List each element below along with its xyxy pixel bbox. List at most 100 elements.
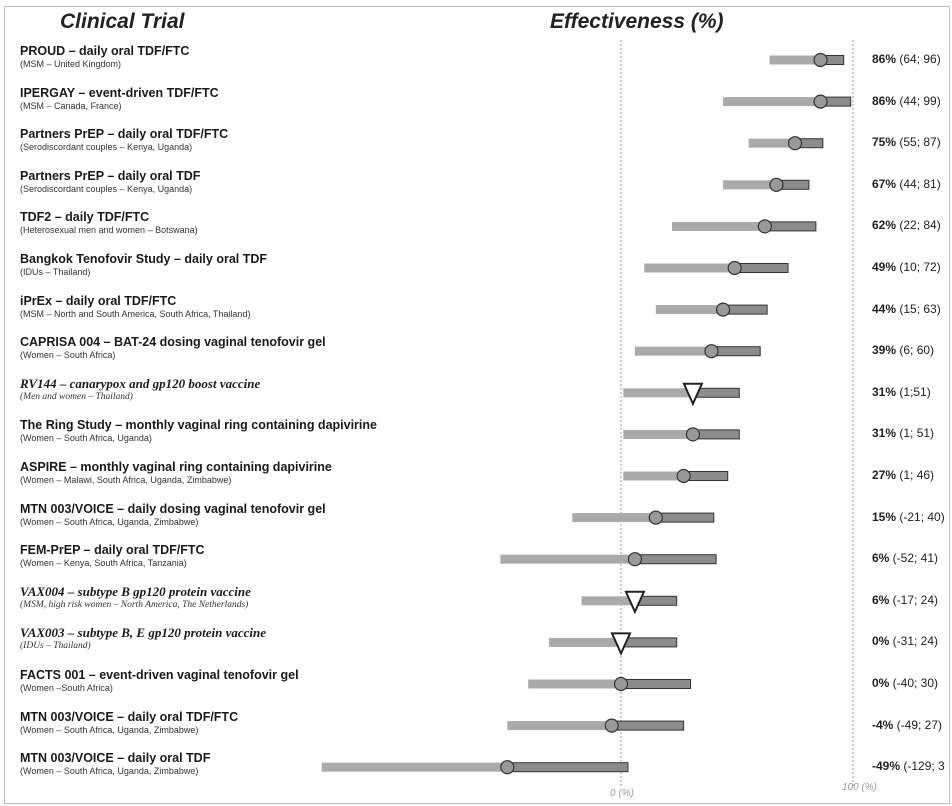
ci-bar-upper [506,762,629,773]
effectiveness-value: 0% [872,634,890,649]
confidence-interval: (-52; 41) [889,551,939,566]
trial-row: VAX003 – subtype B, E gp120 protein vacc… [20,626,266,652]
estimate-circle-marker [613,676,629,692]
trial-name: PROUD – daily oral TDF/FTC [20,44,190,58]
effectiveness-value: 86% [872,93,897,108]
effectiveness-value: 6% [872,551,890,566]
effectiveness-label: 86% (64; 96) [872,52,941,66]
trial-name: The Ring Study – monthly vaginal ring co… [20,418,377,433]
confidence-interval: (10; 72) [896,260,941,274]
confidence-interval: (1; 46) [896,468,935,482]
estimate-circle-marker [627,552,643,567]
confidence-interval: (-49; 27) [893,717,943,732]
trial-row: RV144 – canarypox and gp120 boost vaccin… [20,376,260,403]
effectiveness-value: 27% [872,468,897,482]
trial-row: CAPRISA 004 – BAT-24 dosing vaginal teno… [20,335,326,361]
effectiveness-label: 39% (6; 60) [872,343,934,357]
trial-row: FACTS 001 – event-driven vaginal tenofov… [20,668,299,694]
ci-bar-lower [572,513,656,523]
estimate-circle-marker [685,427,701,442]
effectiveness-value: 15% [872,509,897,524]
ci-bar-lower [507,721,612,731]
confidence-interval: (-31; 24) [889,634,939,649]
estimate-triangle-marker [682,382,704,407]
effectiveness-label: 31% (1; 51) [872,426,934,440]
trial-population: (Men and women – Thailand) [20,391,133,402]
effectiveness-label: 15% (-21; 40) [872,510,945,524]
ci-bar-lower [623,429,693,439]
trial-row: FEM-PrEP – daily oral TDF/FTC (Women – Ke… [20,543,205,569]
trial-row: iPrEx – daily oral TDF/FTC (MSM – North a… [20,294,250,320]
ci-bar-upper [710,346,761,357]
trial-population: (Heterosexual men and women – Botswana) [20,225,198,236]
trial-name: Partners PrEP – daily oral TDF/FTC [20,127,229,142]
estimate-triangle-marker [624,590,646,615]
trial-name: VAX003 – subtype B, E gp120 protein vacc… [20,625,267,641]
estimate-circle-marker [769,177,784,192]
effectiveness-label: -4% (-49; 27) [872,718,942,732]
confidence-interval: (44; 81) [896,176,941,191]
estimate-circle-marker [500,760,515,775]
estimate-circle-marker [727,260,742,276]
confidence-interval: (6; 60) [896,343,935,358]
x-axis-zero-label: 0 (%) [610,788,634,799]
trial-population: (Women –South Africa) [20,683,113,693]
trial-name: MTN 003/VOICE – daily oral TDF [20,751,211,766]
ci-bar-lower [723,97,821,107]
estimate-circle-marker [813,52,828,68]
effectiveness-value: 62% [872,218,897,233]
trial-name: ASPIRE – monthly vaginal ring containing… [20,460,332,474]
ci-bar-upper [620,637,678,648]
trial-name: TDF2 – daily TDF/FTC [20,210,150,225]
trial-row: IPERGAY – event-driven TDF/FTC (MSM – Can… [20,86,219,112]
confidence-interval: (22; 84) [896,218,941,233]
effectiveness-label: 49% (10; 72) [872,260,941,274]
trial-row: Partners PrEP – daily oral TDF/FTC (Serod… [20,127,228,153]
trial-name: CAPRISA 004 – BAT-24 dosing vaginal teno… [20,335,326,350]
trial-name: Partners PrEP – daily oral TDF [20,168,201,183]
ci-bar-lower [672,221,765,231]
trial-row: Partners PrEP – daily oral TDF (Serodisco… [20,169,200,195]
confidence-interval: (-21; 40) [896,509,945,524]
trial-population: (Women – South Africa, Uganda, Zimbabwe) [20,516,199,527]
trial-row: The Ring Study – monthly vaginal ring co… [20,418,377,444]
trial-name: MTN 003/VOICE – daily dosing vaginal ten… [20,501,326,516]
confidence-interval: (-17; 24) [889,592,939,607]
ci-bar-lower [748,138,795,148]
estimate-circle-marker [704,344,719,359]
estimate-circle-marker [604,718,619,733]
trial-population: (Women – Kenya, South Africa, Tanzania) [20,558,187,569]
effectiveness-label: 27% (1; 46) [872,468,934,482]
trial-population: (Women – Malawi, South Africa, Uganda, Z… [20,475,232,485]
effectiveness-value: 6% [872,592,890,607]
trial-row: PROUD – daily oral TDF/FTC (MSM – United … [20,44,189,70]
ci-bar-upper [634,554,717,565]
trial-population: (Women – South Africa, Uganda, Zimbabwe) [20,724,199,735]
effectiveness-label: 44% (15; 63) [872,302,941,316]
trial-population: (MSM, high risk women – North America, T… [20,599,249,610]
effectiveness-value: 86% [872,52,897,66]
trial-row: VAX004 – subtype B gp120 protein vaccine… [20,584,251,611]
trial-population: (Serodiscordant couples – Kenya, Uganda) [20,142,193,153]
trial-population: (IDUs – Thailand) [20,641,91,652]
trial-name: MTN 003/VOICE – daily oral TDF/FTC [20,709,239,724]
effectiveness-value: 31% [872,426,897,441]
effectiveness-label: 0% (-40; 30) [872,676,938,690]
estimate-circle-marker [757,219,772,234]
trial-population: (Serodiscordant couples – Kenya, Uganda) [20,183,193,194]
effectiveness-value: -49% [872,759,901,774]
ci-bar-lower [321,762,508,772]
trial-row: ASPIRE – monthly vaginal ring containing… [20,460,332,486]
confidence-interval: (44; 99) [896,93,941,108]
confidence-interval: (15; 63) [896,301,941,316]
ci-bar-lower [623,471,684,481]
confidence-interval: (-40; 30) [889,676,939,690]
chart-frame [4,6,950,804]
trial-name: FEM-PrEP – daily oral TDF/FTC [20,543,205,558]
confidence-interval: (64; 96) [896,52,941,66]
confidence-interval: (1;51) [896,384,931,399]
effectiveness-label: 31% (1;51) [872,385,931,399]
effectiveness-label: 75% (55; 87) [872,135,941,149]
trial-row: MTN 003/VOICE – daily dosing vaginal ten… [20,502,326,528]
